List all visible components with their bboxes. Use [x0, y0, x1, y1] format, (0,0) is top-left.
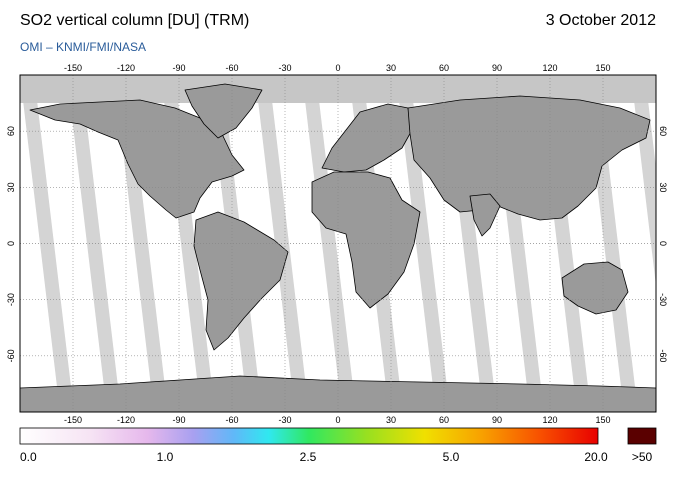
lon-tick-label: -150	[64, 415, 82, 425]
colorbar-label-0: 0.0	[20, 450, 37, 464]
lon-tick-label: 90	[492, 63, 502, 73]
north-america	[29, 99, 245, 219]
india	[469, 193, 501, 237]
lon-tick-label: -30	[278, 63, 291, 73]
map-date: 3 October 2012	[545, 12, 656, 29]
africa	[311, 171, 421, 309]
lon-tick-label: 30	[386, 415, 396, 425]
lat-tick-label: 30	[658, 182, 668, 192]
lat-tick-label: 60	[658, 126, 668, 136]
colorbar-label-2: 2.5	[299, 450, 317, 464]
lat-tick-label: -30	[6, 293, 16, 306]
lat-tick-label: 0	[658, 241, 668, 246]
lon-tick-label: 30	[386, 63, 396, 73]
colorbar-overflow-label: >50	[631, 450, 653, 464]
map-title: SO2 vertical column [DU] (TRM)	[20, 12, 250, 29]
orbit-swath	[67, 75, 121, 412]
colorbar-label-1: 1.0	[156, 450, 174, 464]
lon-labels-top: -150 -120 -90 -60 -30 0 30 60 90 120 150	[64, 63, 611, 73]
lat-labels-left: 60 30 0 -30 -60	[6, 126, 16, 362]
lon-tick-label: 60	[439, 415, 449, 425]
lon-tick-label: 120	[542, 415, 557, 425]
lon-tick-label: 150	[595, 415, 610, 425]
lat-tick-label: 30	[6, 182, 16, 192]
lat-labels-right: 60 30 0 -30 -60	[658, 126, 668, 362]
lat-tick-label: 0	[6, 241, 16, 246]
greenland	[184, 83, 263, 139]
colorbar-overflow-swatch	[627, 427, 657, 445]
lon-tick-label: 60	[439, 63, 449, 73]
data-credit: OMI – KNMI/FMI/NASA	[20, 40, 147, 54]
lon-tick-label: 90	[492, 415, 502, 425]
lon-tick-label: -90	[172, 63, 185, 73]
south-america	[193, 211, 289, 351]
lon-tick-label: -150	[64, 63, 82, 73]
graticule	[20, 75, 656, 412]
lon-tick-label: -60	[225, 415, 238, 425]
lat-tick-label: -60	[658, 349, 668, 362]
lon-labels-bottom: -150 -120 -90 -60 -30 0 30 60 90 120 150	[64, 415, 611, 425]
orbit-swath	[255, 75, 309, 412]
map-frame	[19, 74, 657, 413]
lon-tick-label: -60	[225, 63, 238, 73]
lon-tick-label: 120	[542, 63, 557, 73]
australia	[561, 261, 629, 315]
lon-tick-label: 0	[335, 63, 340, 73]
lat-tick-label: 60	[6, 126, 16, 136]
lon-tick-label: -120	[117, 63, 135, 73]
lat-tick-label: -30	[658, 293, 668, 306]
lon-tick-label: -30	[278, 415, 291, 425]
colorbar-gradient	[19, 427, 599, 445]
asia	[407, 95, 651, 221]
lon-tick-label: -90	[172, 415, 185, 425]
lon-tick-label: 0	[335, 415, 340, 425]
lon-tick-label: -120	[117, 415, 135, 425]
lat-tick-label: -60	[6, 349, 16, 362]
world-map: -150 -120 -90 -60 -30 0 30 60 90 120 150 -150 -120-…	[6, 63, 668, 425]
orbit-swath	[396, 75, 450, 412]
colorbar-label-4: 20.0	[584, 450, 608, 464]
lon-tick-label: 150	[595, 63, 610, 73]
colorbar-label-3: 5.0	[442, 450, 460, 464]
